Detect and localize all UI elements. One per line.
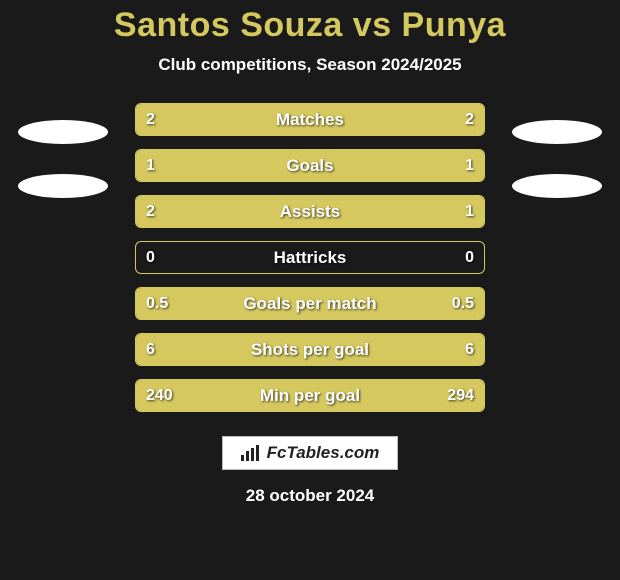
stat-value-left: 0.5 bbox=[146, 295, 168, 313]
page-title: Santos Souza vs Punya bbox=[114, 6, 506, 45]
stat-row: 0.5 Goals per match 0.5 bbox=[135, 287, 485, 320]
stat-value-right: 6 bbox=[465, 341, 474, 359]
stat-value-right: 0.5 bbox=[452, 295, 474, 313]
stat-value-left: 2 bbox=[146, 203, 155, 221]
right-team-badge-1 bbox=[512, 120, 602, 144]
stat-value-right: 1 bbox=[465, 157, 474, 175]
stat-label: Hattricks bbox=[274, 248, 347, 268]
stat-value-left: 0 bbox=[146, 249, 155, 267]
stat-value-left: 2 bbox=[146, 111, 155, 129]
stat-value-left: 240 bbox=[146, 387, 173, 405]
stat-label: Matches bbox=[276, 110, 344, 130]
stat-bar-left bbox=[136, 150, 310, 181]
right-team-badge-2 bbox=[512, 174, 602, 198]
stat-label: Assists bbox=[280, 202, 340, 222]
date-label: 28 october 2024 bbox=[246, 486, 375, 506]
chart-icon bbox=[241, 445, 261, 461]
stat-label: Shots per goal bbox=[251, 340, 369, 360]
right-badges bbox=[512, 120, 602, 198]
stat-value-right: 1 bbox=[465, 203, 474, 221]
comparison-container: Santos Souza vs Punya Club competitions,… bbox=[0, 0, 620, 580]
brand-label: FcTables.com bbox=[267, 443, 380, 463]
left-badges bbox=[18, 120, 108, 198]
stat-label: Goals bbox=[286, 156, 333, 176]
stat-row: 240 Min per goal 294 bbox=[135, 379, 485, 412]
stat-label: Goals per match bbox=[243, 294, 376, 314]
stat-value-right: 0 bbox=[465, 249, 474, 267]
stat-row: 2 Assists 1 bbox=[135, 195, 485, 228]
stat-value-left: 6 bbox=[146, 341, 155, 359]
stat-row: 2 Matches 2 bbox=[135, 103, 485, 136]
stat-bar-right bbox=[310, 150, 484, 181]
left-team-badge-2 bbox=[18, 174, 108, 198]
stat-value-right: 294 bbox=[447, 387, 474, 405]
stat-row: 1 Goals 1 bbox=[135, 149, 485, 182]
stat-value-right: 2 bbox=[465, 111, 474, 129]
left-team-badge-1 bbox=[18, 120, 108, 144]
page-subtitle: Club competitions, Season 2024/2025 bbox=[158, 55, 461, 75]
stats-list: 2 Matches 2 1 Goals 1 2 Assists 1 0 Hattricks 0 0.5 G… bbox=[135, 103, 485, 412]
stat-row: 0 Hattricks 0 bbox=[135, 241, 485, 274]
stat-value-left: 1 bbox=[146, 157, 155, 175]
brand-box[interactable]: FcTables.com bbox=[222, 436, 399, 470]
stat-label: Min per goal bbox=[260, 386, 360, 406]
stat-row: 6 Shots per goal 6 bbox=[135, 333, 485, 366]
